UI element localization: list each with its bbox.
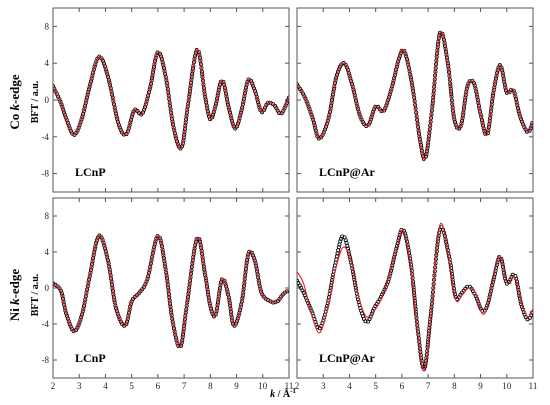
data-point bbox=[338, 239, 343, 244]
x-tick-label: 4 bbox=[347, 381, 352, 391]
x-tick-label: 3 bbox=[77, 381, 82, 391]
plot-area bbox=[297, 30, 533, 161]
x-tick-label: 5 bbox=[373, 381, 378, 391]
data-point bbox=[399, 48, 404, 53]
x-tick-label: 2 bbox=[295, 381, 300, 391]
data-point bbox=[329, 283, 334, 288]
x-tick-label: 11 bbox=[285, 381, 294, 391]
y-tick-label: 8 bbox=[45, 211, 50, 221]
data-point bbox=[373, 104, 378, 109]
x-tick-label: 10 bbox=[258, 381, 268, 391]
panel-3: -8 -4 0 4 8 2 3 4 5 6 7 8 9 10 11 LCnP bbox=[42, 197, 294, 391]
y-tick-label: 0 bbox=[45, 95, 50, 105]
data-point bbox=[467, 79, 472, 84]
x-tick-label: 9 bbox=[234, 381, 239, 391]
y-tick-label: 4 bbox=[45, 58, 50, 68]
panel-4: 2 3 4 5 6 7 8 9 10 11 LCnP@Ar bbox=[295, 197, 538, 391]
x-tick-label: 7 bbox=[426, 381, 431, 391]
data-point bbox=[297, 82, 299, 87]
data-point bbox=[471, 81, 476, 86]
x-axis-label: k / Å-1 bbox=[270, 387, 296, 400]
x-tick-label: 8 bbox=[208, 381, 213, 391]
x-tick-label: 2 bbox=[51, 381, 56, 391]
data-point bbox=[363, 319, 368, 324]
y-tick-label: -8 bbox=[42, 355, 50, 365]
x-tick-label: 3 bbox=[321, 381, 326, 391]
y-tick-label: 0 bbox=[45, 283, 50, 293]
data-point bbox=[465, 284, 470, 289]
plot-area bbox=[297, 222, 533, 372]
plot-area bbox=[53, 233, 289, 348]
y-axis-label-co: BFT / a.u. bbox=[30, 80, 41, 123]
x-tick-label: 6 bbox=[156, 381, 161, 391]
data-point bbox=[285, 289, 289, 294]
experimental-series bbox=[53, 48, 289, 151]
panel-label: LCnP@Ar bbox=[319, 165, 376, 179]
y-tick-label: 4 bbox=[45, 247, 50, 257]
data-point bbox=[277, 110, 282, 115]
data-point bbox=[55, 284, 60, 289]
data-point bbox=[334, 254, 339, 259]
data-point bbox=[286, 95, 289, 100]
experimental-series bbox=[297, 30, 533, 161]
x-tick-label: 10 bbox=[502, 381, 512, 391]
x-tick-label: 6 bbox=[400, 381, 405, 391]
fit-line bbox=[53, 48, 289, 150]
panel-1: -8 -4 0 4 8 LCnP bbox=[42, 7, 290, 193]
panel-label: LCnP bbox=[75, 351, 106, 365]
y-tick-label: -4 bbox=[42, 132, 50, 142]
x-tick-label: 4 bbox=[103, 381, 108, 391]
y-axis-label-ni: BFT / a.u. bbox=[30, 273, 41, 316]
y-tick-label: 8 bbox=[45, 21, 50, 31]
row-label-co: Co k-edge bbox=[7, 74, 22, 129]
fit-line bbox=[297, 222, 533, 372]
plot-area bbox=[53, 48, 289, 151]
x-tick-label: 5 bbox=[129, 381, 134, 391]
fit-line bbox=[297, 30, 533, 160]
y-tick-label: -8 bbox=[42, 169, 50, 179]
panels-group: -8 -4 0 4 8 LCnP LCnP@Ar -8 -4 0 4 8 2 3 4 5 6 7 8 9 10 11 LCn… bbox=[42, 7, 538, 391]
data-point bbox=[335, 251, 340, 256]
data-point bbox=[250, 81, 255, 86]
data-point bbox=[297, 278, 299, 283]
x-tick-label: 11 bbox=[529, 381, 538, 391]
data-point bbox=[97, 233, 102, 238]
panel-label: LCnP bbox=[75, 165, 106, 179]
data-point bbox=[328, 288, 333, 293]
x-tick-label: 8 bbox=[452, 381, 457, 391]
data-point bbox=[329, 280, 334, 285]
x-tick-label: 7 bbox=[182, 381, 187, 391]
data-point bbox=[345, 243, 350, 248]
panel-2: LCnP@Ar bbox=[296, 7, 534, 193]
row-label-ni: Ni k-edge bbox=[7, 269, 22, 322]
data-point bbox=[328, 285, 333, 290]
fit-line bbox=[53, 235, 289, 348]
x-tick-label: 9 bbox=[478, 381, 483, 391]
data-point bbox=[176, 343, 181, 348]
y-tick-label: -4 bbox=[42, 319, 50, 329]
panel-label: LCnP@Ar bbox=[319, 351, 376, 365]
